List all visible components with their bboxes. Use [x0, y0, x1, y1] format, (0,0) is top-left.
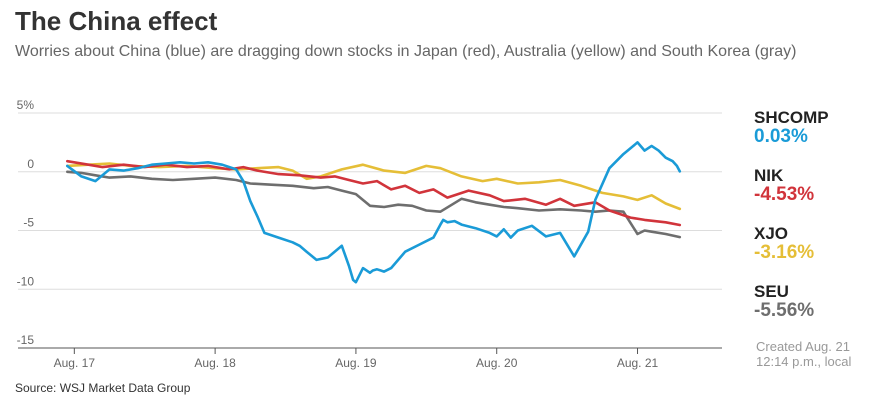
y-tick-label: -15 — [17, 333, 35, 347]
series-lines — [66, 141, 682, 284]
y-tick-label: 5% — [17, 98, 35, 112]
legend-seu-value: -5.56% — [754, 300, 815, 321]
x-tick-label: Aug. 18 — [194, 356, 236, 370]
series-line-seu — [66, 170, 682, 239]
x-tick-label: Aug. 17 — [54, 356, 96, 370]
y-axis-ticks: 5% 0 -5 -10 -15 — [17, 98, 35, 347]
x-tick-label: Aug. 19 — [335, 356, 377, 370]
chart-title: The China effect — [15, 6, 218, 36]
legend-shcomp-name: SHCOMP — [754, 108, 829, 127]
legend-shcomp-value: 0.03% — [754, 126, 808, 147]
legend-nik-value: -4.53% — [754, 184, 815, 205]
legend-nik-name: NIK — [754, 166, 784, 185]
created-time: 12:14 p.m., local — [756, 354, 852, 369]
chart-subtitle: Worries about China (blue) are dragging … — [15, 43, 797, 60]
created-note: Created Aug. 21 12:14 p.m., local — [756, 339, 851, 369]
x-tick-label: Aug. 21 — [617, 356, 659, 370]
legend-xjo-value: -3.16% — [754, 242, 815, 263]
y-tick-label: 0 — [27, 157, 34, 171]
legend-xjo-name: XJO — [754, 224, 789, 243]
series-line-shcomp — [66, 141, 682, 284]
series-line-nik — [66, 159, 682, 227]
series-line-xjo — [66, 162, 682, 211]
x-tick-label: Aug. 20 — [476, 356, 518, 370]
y-tick-label: -10 — [17, 274, 35, 288]
created-date: Created Aug. 21 — [756, 339, 850, 354]
y-tick-label: -5 — [23, 216, 34, 230]
source-note: Source: WSJ Market Data Group — [15, 381, 191, 395]
legend-seu-name: SEU — [754, 282, 789, 301]
x-axis-ticks: Aug. 17 Aug. 18 Aug. 19 Aug. 20 Aug. 21 — [54, 348, 659, 370]
grid-lines — [18, 112, 722, 349]
